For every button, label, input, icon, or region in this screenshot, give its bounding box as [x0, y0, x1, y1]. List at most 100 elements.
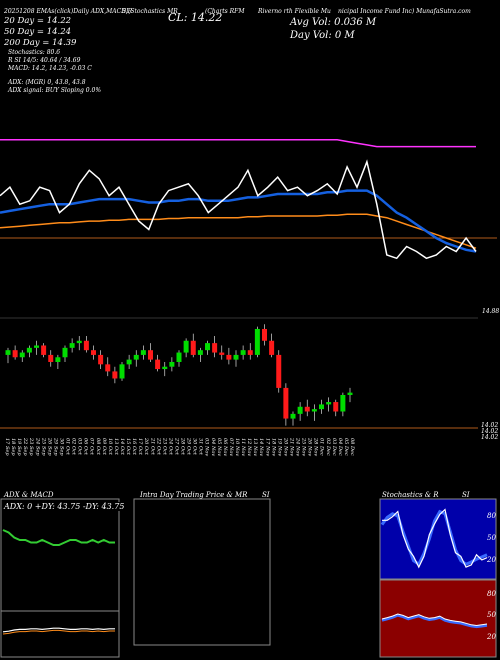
- rsi-axis-20: 20: [487, 633, 496, 641]
- candle-body: [26, 347, 32, 353]
- date-label: 11 Nov: [240, 438, 246, 456]
- candle-body: [55, 357, 61, 362]
- date-label: 23 Sep: [28, 437, 34, 456]
- date-label: 16 Oct: [131, 438, 137, 456]
- macd-signal-series: [2, 629, 115, 635]
- date-label: 06 Nov: [222, 438, 228, 456]
- rsi-axis-50: 50: [487, 611, 496, 619]
- date-label: 17 Sep: [4, 438, 10, 456]
- candle-body: [34, 345, 39, 348]
- ema50-series: [0, 213, 477, 249]
- close-label: CL: 14.22: [168, 11, 223, 24]
- ema50-label: 50 Day = 14.24: [4, 27, 72, 37]
- date-label: 15 Oct: [125, 438, 131, 456]
- candle-body: [83, 340, 89, 351]
- date-label: 13 Oct: [113, 438, 119, 456]
- candle-body: [269, 340, 275, 355]
- adx-panel-title: ADX & MACD: [4, 491, 54, 499]
- date-label: 30 Oct: [192, 438, 198, 456]
- candle-body: [240, 350, 246, 355]
- date-label: 26 Sep: [46, 437, 52, 456]
- ema200-series: [0, 139, 476, 148]
- date-label: 03 Oct: [77, 438, 83, 456]
- candle-body: [226, 354, 232, 360]
- header-line1-mid: SI,Stochastics MR: [122, 8, 178, 15]
- rsi-series: [381, 614, 488, 629]
- date-label: 29 Sep: [52, 437, 58, 456]
- candle-body: [105, 364, 111, 372]
- candle-body: [48, 354, 54, 362]
- candle-axis-b2: 14.02: [481, 428, 499, 435]
- candle-body: [98, 354, 104, 365]
- date-label: 27 Oct: [174, 437, 180, 456]
- date-label: 12 Nov: [246, 438, 252, 456]
- candle-body: [311, 409, 317, 412]
- date-label: 09 Oct: [101, 438, 107, 456]
- stoch-panel-title: Stochastics & R: [382, 491, 439, 499]
- date-label: 19 Sep: [16, 438, 22, 456]
- date-label: 10 Nov: [234, 438, 240, 456]
- header-symbol: (Charts RFM: [205, 8, 245, 15]
- candle-body: [126, 359, 132, 365]
- candle-axis-b1: 14.02: [481, 422, 499, 429]
- candle-body: [319, 404, 324, 410]
- stoch-k-series: [382, 508, 488, 569]
- date-label: 24 Sep: [34, 437, 40, 456]
- date-label: 10 Oct: [107, 438, 113, 456]
- candle-body: [69, 343, 75, 348]
- date-label: 07 Nov: [228, 438, 234, 456]
- candle-body: [304, 406, 310, 412]
- date-label: 14 Oct: [119, 438, 125, 456]
- candle-body: [219, 352, 225, 355]
- date-label: 20 Nov: [282, 437, 288, 456]
- stoch-panel-frame: [379, 498, 497, 580]
- date-label: 25 Sep: [40, 437, 46, 456]
- candle-body: [197, 350, 203, 355]
- date-label: 05 Nov: [216, 438, 222, 456]
- date-label: 30 Sep: [59, 438, 65, 456]
- adx-readout: ADX: (MGR) 0, 43.8, 43.8: [8, 79, 86, 86]
- candle-body: [233, 354, 239, 360]
- candle-body: [326, 402, 332, 405]
- candle-body: [297, 406, 303, 414]
- date-label: 03 Dec: [331, 438, 337, 456]
- header-line1-left: 20251208 EMAs(click)Daily ADX,MACD,R: [4, 8, 133, 15]
- header-line1-right2: nicipal Income Fund Inc) MunafaSutra.com: [338, 8, 471, 15]
- candle-body: [155, 359, 161, 370]
- candle-body: [112, 371, 118, 379]
- candle-body: [254, 328, 260, 355]
- ema200-label: 200 Day = 14.39: [4, 38, 77, 48]
- candle-axis-b3: 14.02: [481, 434, 499, 441]
- date-label: 18 Nov: [270, 438, 276, 456]
- day-vol-label: Day Vol: 0 M: [290, 30, 355, 41]
- date-label: 17 Oct: [137, 438, 143, 456]
- candle-body: [183, 340, 189, 353]
- date-label: 18 Sep: [10, 438, 16, 456]
- candle-body: [119, 364, 125, 379]
- rsi-readout: R SI 14/5: 40.64 / 34.69: [8, 57, 81, 64]
- candle-body: [148, 350, 153, 360]
- date-label: 17 Nov: [264, 438, 270, 456]
- date-label: 07 Oct: [89, 438, 95, 456]
- date-label: 26 Nov: [307, 437, 313, 456]
- candle-body: [133, 354, 139, 360]
- avg-vol-label: Avg Vol: 0.036 M: [290, 17, 377, 28]
- macd-readout: MACD: 14.2, 14.23, -0.03 C: [8, 65, 92, 72]
- date-label: 22 Sep: [22, 437, 28, 456]
- candle-body: [340, 394, 346, 412]
- candle-body: [283, 387, 289, 419]
- candle-body: [347, 392, 353, 395]
- candle-body: [247, 350, 253, 355]
- candle-body: [140, 350, 146, 355]
- adx-series: [2, 529, 115, 546]
- candle-body: [19, 352, 25, 358]
- intraday-panel-title: Intra Day Trading Price & MR: [140, 491, 248, 499]
- candle-body: [205, 343, 210, 351]
- stoch-panel-title2: SI: [462, 491, 470, 499]
- date-label: 06 Oct: [83, 438, 89, 456]
- candle-axis-top: 14.88: [482, 308, 500, 315]
- date-label: 31 Oct: [198, 438, 204, 456]
- date-label: 19 Nov: [276, 438, 282, 456]
